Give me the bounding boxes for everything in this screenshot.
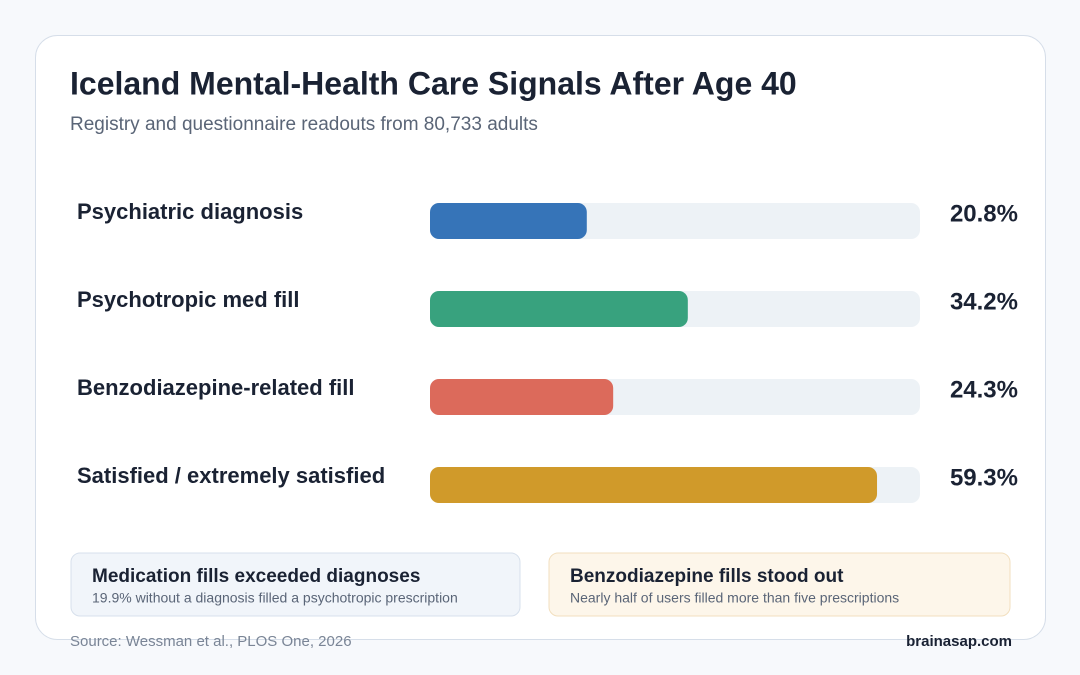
chart-subtitle: Registry and questionnaire readouts from… [70, 114, 538, 135]
source: Source: Wessman et al., PLOS One, 2026 [70, 633, 352, 650]
callout-text: 19.9% without a diagnosis filled a psych… [92, 590, 458, 606]
callout-box [548, 552, 1011, 617]
callout-title: Benzodiazepine fills stood out [570, 566, 844, 587]
callout-title: Medication fills exceeded diagnoses [92, 566, 420, 587]
value-label: 24.3% [950, 376, 1018, 403]
bar-label: Benzodiazepine-related fill [77, 375, 355, 400]
bar [430, 379, 614, 415]
callout-box [70, 552, 521, 617]
bar [430, 291, 688, 327]
value-label: 34.2% [950, 288, 1018, 315]
brand: brainasap.com [906, 633, 1012, 650]
bar [430, 467, 878, 503]
callout-text: Nearly half of users filled more than fi… [570, 590, 899, 606]
bar-label: Satisfied / extremely satisfied [77, 463, 385, 488]
value-label: 20.8% [950, 200, 1018, 227]
bar [430, 203, 587, 239]
bar-label: Psychiatric diagnosis [77, 199, 303, 224]
value-label: 59.3% [950, 464, 1018, 491]
bar-label: Psychotropic med fill [77, 287, 300, 312]
chart-title: Iceland Mental-Health Care Signals After… [70, 65, 797, 101]
